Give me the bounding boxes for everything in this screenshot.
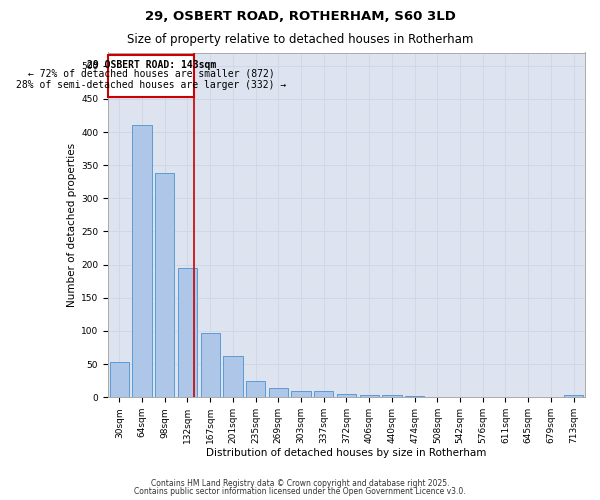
Bar xyxy=(473,396,493,397)
Bar xyxy=(292,392,311,397)
Y-axis label: Number of detached properties: Number of detached properties xyxy=(67,143,77,307)
Bar xyxy=(359,394,379,397)
Bar xyxy=(178,268,197,397)
Bar xyxy=(223,356,242,397)
Bar xyxy=(246,380,265,397)
Bar xyxy=(133,126,152,397)
Bar xyxy=(314,392,334,397)
Bar xyxy=(564,394,583,397)
X-axis label: Distribution of detached houses by size in Rotherham: Distribution of detached houses by size … xyxy=(206,448,487,458)
Bar xyxy=(155,173,175,397)
Bar xyxy=(269,388,288,397)
Bar xyxy=(200,333,220,397)
Bar xyxy=(110,362,129,397)
Bar xyxy=(382,395,401,397)
Text: 29, OSBERT ROAD, ROTHERHAM, S60 3LD: 29, OSBERT ROAD, ROTHERHAM, S60 3LD xyxy=(145,10,455,23)
Bar xyxy=(108,55,194,97)
Text: 29 OSBERT ROAD: 143sqm: 29 OSBERT ROAD: 143sqm xyxy=(86,60,216,70)
Bar xyxy=(405,396,424,397)
Text: Size of property relative to detached houses in Rotherham: Size of property relative to detached ho… xyxy=(127,32,473,46)
Text: ← 72% of detached houses are smaller (872): ← 72% of detached houses are smaller (87… xyxy=(28,68,275,78)
Bar xyxy=(518,396,538,397)
Text: Contains public sector information licensed under the Open Government Licence v3: Contains public sector information licen… xyxy=(134,487,466,496)
Bar xyxy=(337,394,356,397)
Text: Contains HM Land Registry data © Crown copyright and database right 2025.: Contains HM Land Registry data © Crown c… xyxy=(151,478,449,488)
Text: 28% of semi-detached houses are larger (332) →: 28% of semi-detached houses are larger (… xyxy=(16,80,286,90)
